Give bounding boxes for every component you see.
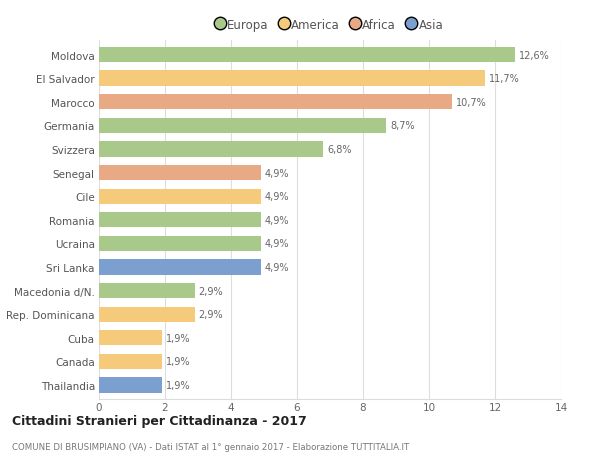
Bar <box>99 71 485 87</box>
Text: 12,6%: 12,6% <box>519 50 550 61</box>
Text: 4,9%: 4,9% <box>265 215 289 225</box>
Text: COMUNE DI BRUSIMPIANO (VA) - Dati ISTAT al 1° gennaio 2017 - Elaborazione TUTTIT: COMUNE DI BRUSIMPIANO (VA) - Dati ISTAT … <box>12 442 409 451</box>
Text: 1,9%: 1,9% <box>166 380 190 390</box>
Bar <box>99 236 261 252</box>
Text: 11,7%: 11,7% <box>489 74 520 84</box>
Legend: Europa, America, Africa, Asia: Europa, America, Africa, Asia <box>217 19 443 32</box>
Text: 4,9%: 4,9% <box>265 168 289 178</box>
Text: 1,9%: 1,9% <box>166 357 190 367</box>
Text: 8,7%: 8,7% <box>390 121 415 131</box>
Text: 4,9%: 4,9% <box>265 263 289 273</box>
Bar <box>99 213 261 228</box>
Text: 2,9%: 2,9% <box>199 286 223 296</box>
Bar <box>99 142 323 157</box>
Bar <box>99 260 261 275</box>
Text: 4,9%: 4,9% <box>265 239 289 249</box>
Bar <box>99 330 162 346</box>
Bar <box>99 189 261 204</box>
Bar <box>99 118 386 134</box>
Text: 4,9%: 4,9% <box>265 192 289 202</box>
Text: 2,9%: 2,9% <box>199 309 223 319</box>
Text: Cittadini Stranieri per Cittadinanza - 2017: Cittadini Stranieri per Cittadinanza - 2… <box>12 414 307 428</box>
Bar <box>99 283 194 299</box>
Bar <box>99 378 162 393</box>
Text: 1,9%: 1,9% <box>166 333 190 343</box>
Bar <box>99 166 261 181</box>
Bar <box>99 95 452 110</box>
Bar <box>99 354 162 369</box>
Bar <box>99 48 515 63</box>
Text: 10,7%: 10,7% <box>456 98 487 107</box>
Bar <box>99 307 194 322</box>
Text: 6,8%: 6,8% <box>328 145 352 155</box>
